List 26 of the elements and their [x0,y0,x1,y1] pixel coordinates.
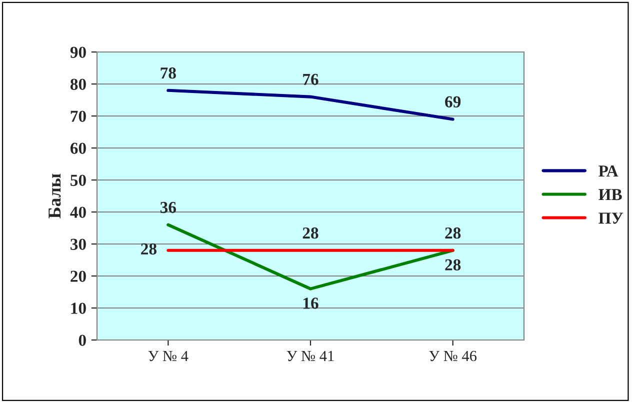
legend-label: ИВ [598,189,622,200]
x-tick-label: У № 4 [148,350,188,362]
data-label: 36 [160,202,176,214]
y-tick-label: 10 [71,302,86,314]
y-tick-label: 60 [70,142,86,154]
y-axis-title: Балы [48,174,61,218]
data-label: 78 [160,67,176,79]
y-tick-label: 70 [70,110,86,122]
data-label: 28 [445,259,461,270]
data-label: 28 [302,227,318,239]
data-label: 16 [304,298,318,309]
data-label: 28 [445,227,461,239]
y-tick-label: 40 [70,206,86,218]
data-label: 76 [303,74,318,86]
y-tick-label: 20 [70,270,86,282]
y-tick-label: 50 [70,174,86,186]
legend-label: РА [598,166,618,177]
y-tick-label: 30 [70,238,86,250]
x-tick-label: У № 46 [429,350,477,362]
data-label: 69 [445,96,461,108]
y-tick-label: 0 [78,334,86,346]
y-tick-label: 90 [70,46,86,58]
y-tick-label: 80 [70,78,86,90]
data-label: 28 [141,243,157,255]
legend-label: ПУ [598,212,624,224]
x-tick-label: У № 41 [286,350,334,362]
